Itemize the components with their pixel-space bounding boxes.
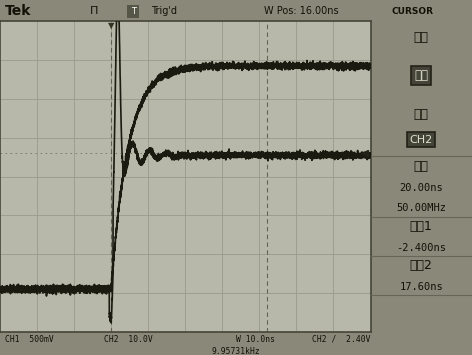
Text: 20.00ns: 20.00ns: [399, 183, 443, 193]
Text: W 10.0ns: W 10.0ns: [236, 335, 275, 344]
Text: 时间: 时间: [414, 70, 428, 82]
Bar: [127, 5, 139, 18]
Text: T: T: [131, 7, 136, 16]
Text: Trig'd: Trig'd: [151, 6, 177, 16]
Text: ▼: ▼: [108, 21, 114, 30]
Text: 增量: 增量: [414, 159, 429, 173]
Text: CH2  10.0V: CH2 10.0V: [104, 335, 152, 344]
Text: CH1  500mV: CH1 500mV: [5, 335, 53, 344]
Text: 光标2: 光标2: [410, 259, 433, 272]
Text: Π: Π: [90, 6, 98, 16]
Text: 倍源: 倍源: [414, 108, 429, 121]
Text: CH2 /  2.40V: CH2 / 2.40V: [312, 335, 370, 344]
Text: 光标1: 光标1: [410, 220, 433, 233]
Text: 50.00MHz: 50.00MHz: [396, 203, 446, 213]
Text: 9.95731kHz: 9.95731kHz: [211, 347, 261, 355]
Text: 17.60ns: 17.60ns: [399, 282, 443, 292]
Text: 类型: 类型: [414, 31, 429, 44]
Text: CH2: CH2: [410, 135, 433, 145]
Text: W Pos: 16.00ns: W Pos: 16.00ns: [264, 6, 339, 16]
Text: -2.400ns: -2.400ns: [396, 244, 446, 253]
Text: Tek: Tek: [5, 4, 31, 18]
Text: CURSOR: CURSOR: [392, 7, 434, 16]
